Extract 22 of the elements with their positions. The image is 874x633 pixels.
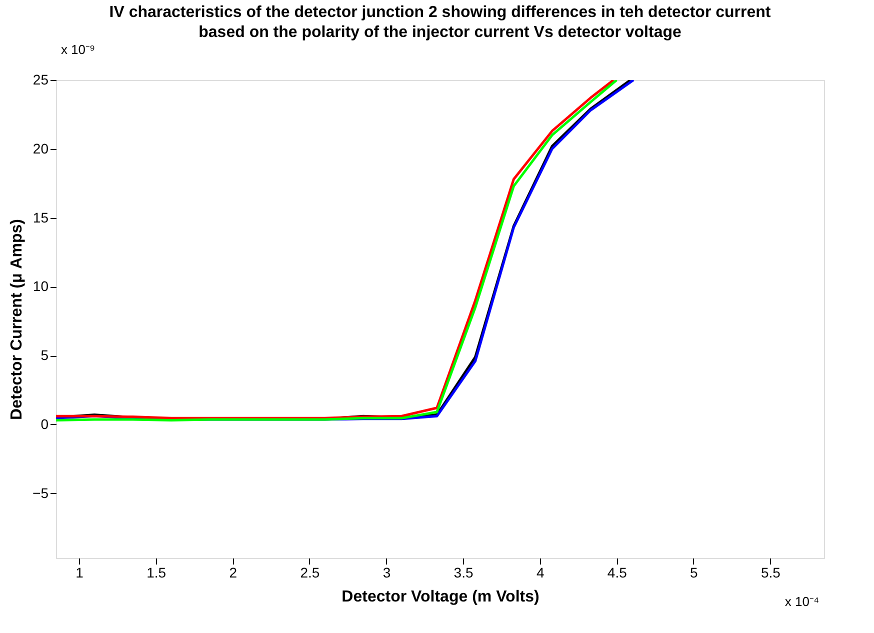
y-tick-label: 5: [40, 347, 49, 364]
x-tick-label: 2.5: [300, 564, 320, 580]
x-tick-label: 4: [536, 564, 544, 580]
x-tick-label: 3: [382, 564, 391, 580]
x-axis-title: Detector Voltage (m Volts): [342, 588, 540, 606]
y-tick-label: 0: [40, 416, 49, 432]
y-tick-label: 25: [32, 72, 49, 88]
x-tick-label: 4.5: [607, 564, 628, 580]
x-tick-label: 5: [690, 564, 698, 580]
x-tick-label: 5.5: [761, 564, 781, 580]
x-tick-label: 1.5: [146, 564, 166, 580]
x-tick-label: 3.5: [454, 564, 474, 580]
y-tick-label: 10: [32, 278, 49, 294]
chart-title: IV characteristics of the detector junction 2 showing differences in teh detector current based on the polarity of the injector current Vs detector voltage: [109, 4, 772, 41]
y-tick-label: −5: [32, 484, 49, 501]
text: x 10⁻⁴: [784, 594, 820, 609]
y-axis-title: Detector Current (μ Amps): [8, 219, 26, 420]
x-tick-label: 2: [229, 564, 238, 580]
text: x 10⁻⁹: [60, 42, 96, 57]
y-tick-label: 20: [32, 140, 49, 156]
x-tick-label: 1: [76, 564, 84, 580]
y-tick-label: 15: [32, 209, 49, 226]
